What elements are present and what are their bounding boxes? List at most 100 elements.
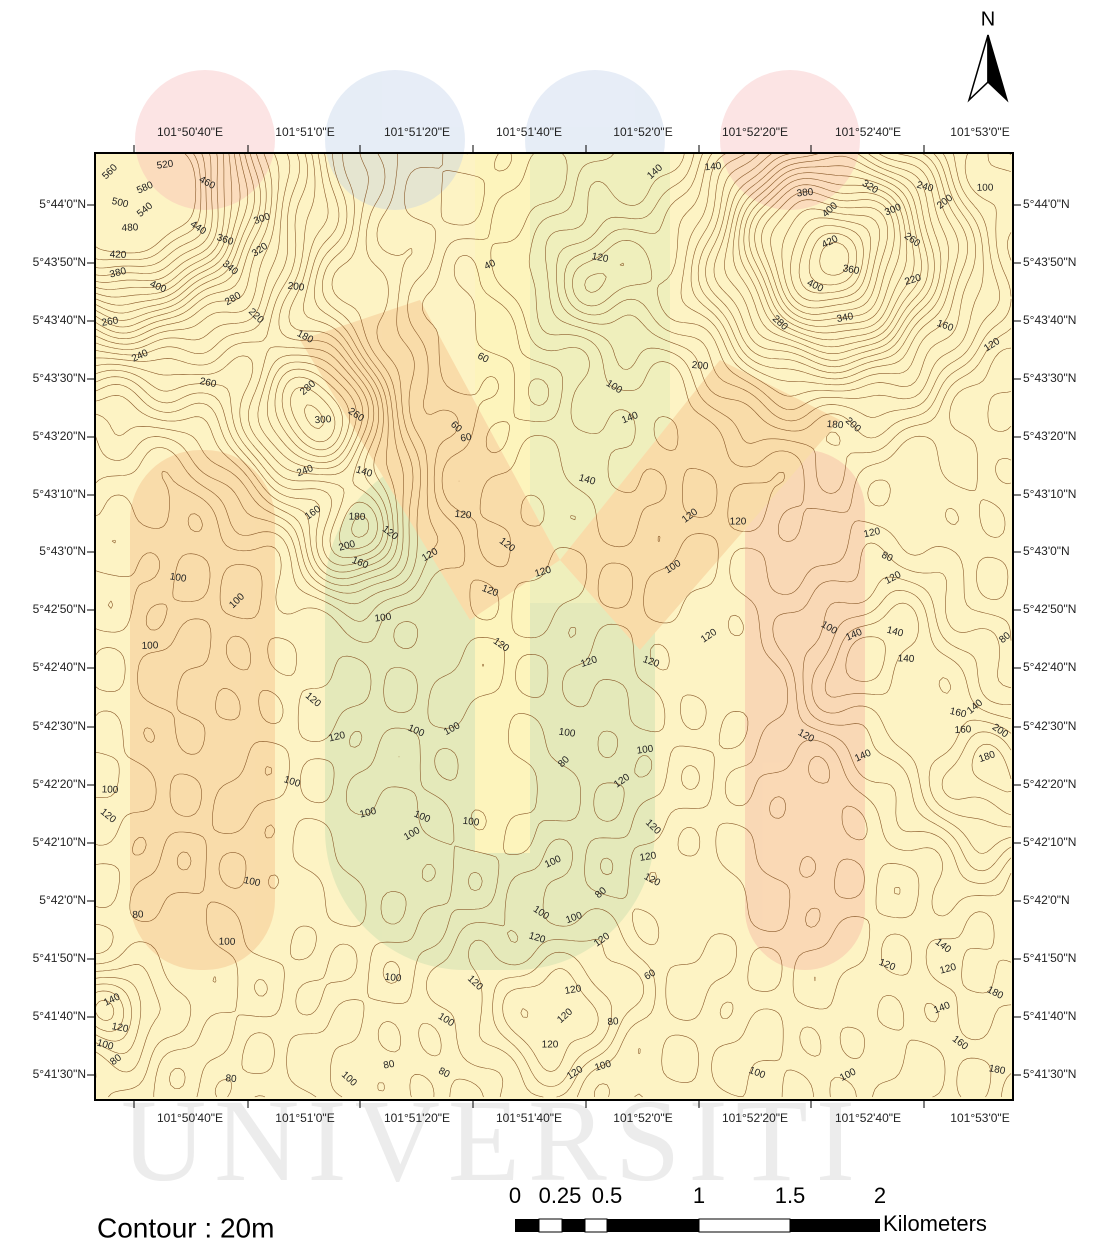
- right-coordinate-label: 5°44'0"N: [1023, 197, 1070, 211]
- contour-line: [94, 152, 207, 269]
- bottom-coordinate-label: 101°53'0"E: [950, 1111, 1009, 1125]
- contour-line: [94, 152, 202, 261]
- left-coordinate-label: 5°43'30"N: [33, 371, 86, 385]
- bottom-coordinate-label: 101°50'40"E: [157, 1111, 223, 1125]
- bottom-coordinate-label: 101°52'40"E: [835, 1111, 901, 1125]
- contour-label: 240: [915, 180, 934, 195]
- contour-line: [94, 152, 1012, 1032]
- contour-label: 140: [704, 161, 722, 173]
- contour-line: [94, 152, 901, 429]
- contour-line: [94, 152, 942, 550]
- contour-label: 140: [897, 653, 915, 665]
- contour-label: 120: [939, 962, 958, 977]
- contour-label: 100: [977, 182, 994, 193]
- contour-label: 120: [111, 1021, 130, 1035]
- contour-label: 100: [374, 612, 392, 625]
- top-coordinate-label: 101°50'40"E: [157, 125, 223, 139]
- contour-label: 200: [287, 281, 305, 294]
- contour-label: 80: [132, 909, 144, 921]
- right-coordinate-label: 5°42'30"N: [1023, 719, 1076, 733]
- left-coordinate-label: 5°41'30"N: [33, 1067, 86, 1081]
- top-coordinate-label: 101°51'20"E: [384, 125, 450, 139]
- left-coordinate-label: 5°43'40"N: [33, 313, 86, 327]
- right-coordinate-label: 5°41'50"N: [1023, 951, 1076, 965]
- top-coordinate-label: 101°52'0"E: [613, 125, 672, 139]
- contour-line: [94, 152, 857, 286]
- contour-label: 60: [475, 351, 490, 366]
- right-coordinate-label: 5°42'10"N: [1023, 835, 1076, 849]
- contour-label: 100: [636, 743, 654, 756]
- contour-line: [107, 255, 901, 1089]
- contour-label: 140: [354, 464, 374, 480]
- contour-label: 100: [243, 875, 262, 889]
- bottom-coordinate-label: 101°52'0"E: [613, 1111, 672, 1125]
- bottom-coordinate-label: 101°52'20"E: [722, 1111, 788, 1125]
- contour-label: 80: [437, 1066, 452, 1081]
- contour-label: 120: [542, 1040, 559, 1051]
- map-frame-bg: [95, 153, 1013, 1100]
- right-coordinate-label: 5°42'50"N: [1023, 602, 1076, 616]
- contour-label: 120: [591, 251, 610, 265]
- right-coordinate-label: 5°41'40"N: [1023, 1009, 1076, 1023]
- contour-line: [94, 152, 929, 463]
- bottom-coordinate-label: 101°51'40"E: [496, 1111, 562, 1125]
- scale-label: 2: [874, 1183, 886, 1208]
- contour-line: [94, 152, 864, 294]
- contour-label: 300: [314, 414, 332, 426]
- scale-label: 0.5: [592, 1183, 623, 1208]
- contour-label: 80: [225, 1073, 237, 1085]
- contour-label: 180: [988, 1063, 1007, 1077]
- contour-label: 500: [111, 196, 130, 211]
- north-arrow: N: [967, 8, 1009, 103]
- contour-label: 100: [141, 640, 158, 652]
- contour-line: [94, 152, 1012, 793]
- contour-label: 520: [156, 158, 174, 171]
- contour-label: 120: [328, 730, 347, 745]
- contour-label: 120: [639, 850, 658, 864]
- left-coordinate-label: 5°42'0"N: [39, 893, 86, 907]
- contour-label: 60: [642, 967, 658, 982]
- contour-label: 160: [954, 724, 972, 736]
- contour-label: 80: [383, 1059, 396, 1072]
- contour-label: 100: [462, 816, 480, 829]
- scale-label: 0: [509, 1183, 521, 1208]
- contour-line: [94, 152, 959, 566]
- contour-label: 100: [558, 727, 576, 740]
- contour-line: [94, 152, 1012, 1072]
- left-coordinate-label: 5°42'50"N: [33, 602, 86, 616]
- contour-label: 120: [579, 654, 599, 670]
- contour-label: 100: [384, 972, 402, 985]
- contour-line: [94, 152, 1012, 1098]
- contour-label: 100: [169, 571, 188, 585]
- scale-bar: Kilometers: [515, 1211, 987, 1236]
- map-frame: [94, 152, 1014, 1101]
- contour-lines: [94, 152, 1012, 1098]
- right-coordinate-label: 5°43'10"N: [1023, 487, 1076, 501]
- top-coordinate-label: 101°52'40"E: [835, 125, 901, 139]
- contour-label: 40: [483, 258, 498, 273]
- contour-line: [94, 152, 871, 302]
- contour-label: 120: [564, 983, 583, 997]
- left-coordinate-label: 5°43'0"N: [39, 544, 86, 558]
- north-label: N: [981, 8, 995, 30]
- top-coordinate-label: 101°51'40"E: [496, 125, 562, 139]
- contour-label: 80: [607, 1016, 619, 1028]
- scale-unit: Kilometers: [883, 1211, 987, 1236]
- contour-line: [94, 152, 1012, 1021]
- contour-label: 480: [121, 222, 139, 234]
- contour-label: 260: [199, 376, 218, 390]
- contour-label: 120: [454, 509, 472, 522]
- contour-label: 120: [641, 654, 661, 670]
- contour-label: 100: [101, 784, 118, 796]
- scale-label: 1.5: [775, 1183, 806, 1208]
- right-coordinate-label: 5°43'50"N: [1023, 255, 1076, 269]
- contour-label: 100: [359, 806, 378, 821]
- contour-line: [94, 152, 895, 321]
- contour-line: [94, 152, 888, 315]
- contour-line: [94, 152, 197, 254]
- contour-label: 60: [460, 432, 473, 445]
- contour-label: 360: [842, 263, 861, 277]
- contour-label: 100: [219, 936, 236, 947]
- left-coordinate-label: 5°41'50"N: [33, 951, 86, 965]
